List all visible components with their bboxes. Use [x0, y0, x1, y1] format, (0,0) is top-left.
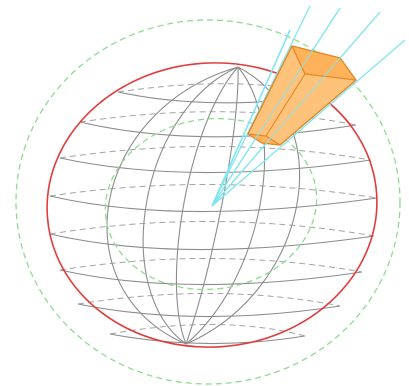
- globe: [46, 62, 378, 348]
- sensor-rays-overlay: [211, 7, 381, 207]
- outer-dashed-circle: [15, 19, 401, 385]
- latitude-lines-back: [49, 83, 378, 337]
- ray-1: [211, 5, 311, 207]
- beam-edge-3: [247, 45, 293, 135]
- beam-edge-2: [279, 79, 357, 146]
- beam-edge-1: [265, 73, 306, 137]
- ray-4: [211, 39, 406, 207]
- globe-outline: [46, 62, 378, 348]
- inner-dashed-ellipse: [104, 117, 318, 291]
- ray-center: [211, 29, 291, 207]
- latitude-lines-front: [49, 91, 378, 345]
